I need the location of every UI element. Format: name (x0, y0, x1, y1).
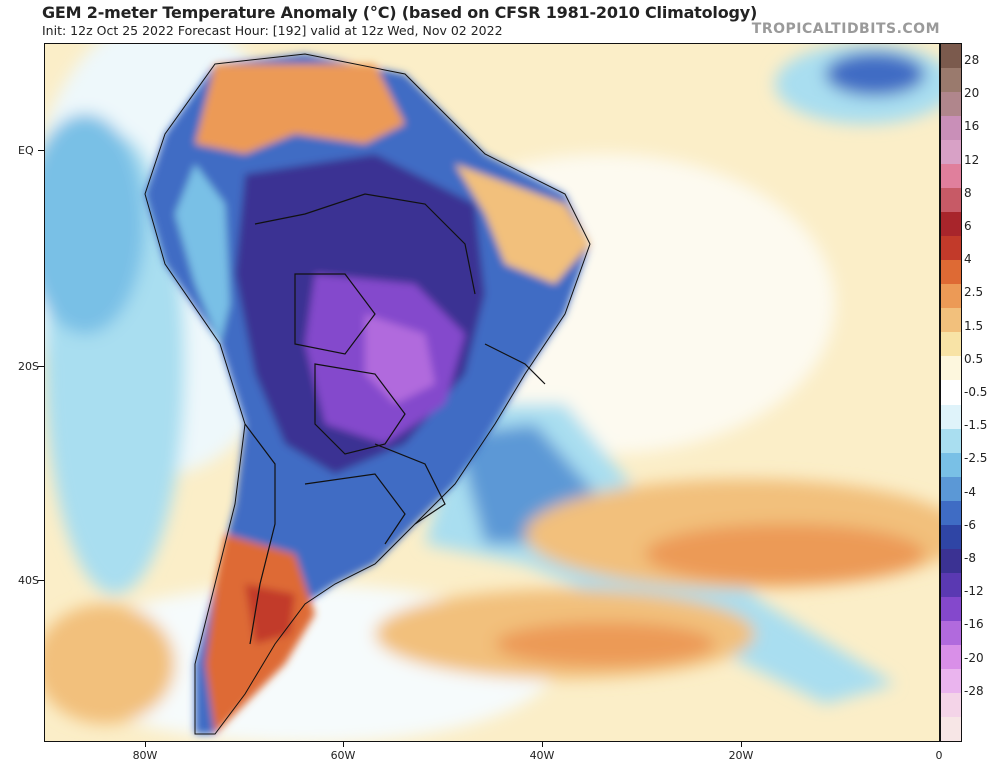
colorbar-label: -16 (964, 617, 984, 632)
colorbar-cell (941, 236, 961, 261)
colorbar-cell (941, 524, 961, 550)
colorbar-label: -20 (964, 650, 984, 665)
colorbar-cell (941, 44, 961, 69)
colorbar-label: -28 (964, 683, 984, 698)
colorbar-cell (941, 716, 961, 742)
lon-label-60w: 60W (330, 749, 356, 762)
map-subtitle: Init: 12z Oct 25 2022 Forecast Hour: [19… (42, 23, 503, 38)
colorbar-cell (941, 692, 961, 718)
colorbar-cell (941, 356, 961, 381)
colorbar-cell (941, 284, 961, 309)
colorbar (940, 43, 962, 742)
lat-label-20s: 20S (18, 360, 39, 373)
colorbar-label: 8 (964, 185, 972, 200)
colorbar-cell (941, 92, 961, 117)
lon-label-40w: 40W (529, 749, 555, 762)
colorbar-label: 20 (964, 86, 980, 101)
lat-tick (38, 366, 44, 367)
lat-label-eq: EQ (18, 144, 34, 157)
colorbar-label: 0.5 (964, 351, 984, 366)
colorbar-cell (941, 428, 961, 454)
colorbar-label: 6 (964, 219, 972, 233)
colorbar-label: -6 (964, 517, 976, 532)
colorbar-label: -8 (964, 551, 976, 565)
lon-label-0: 0 (935, 749, 943, 762)
lon-tick (343, 742, 344, 747)
map-canvas (45, 44, 939, 741)
colorbar-cell (941, 404, 961, 430)
colorbar-cell (941, 212, 961, 237)
colorbar-label: 4 (964, 252, 972, 267)
map-title: GEM 2-meter Temperature Anomaly (°C) (ba… (42, 3, 758, 22)
colorbar-label: 1.5 (964, 318, 984, 333)
lon-label-80w: 80W (132, 749, 158, 762)
colorbar-cell (941, 188, 961, 213)
colorbar-cell (941, 260, 961, 285)
colorbar-cell (941, 380, 961, 405)
colorbar-cell (941, 500, 961, 526)
lon-label-20w: 20W (728, 749, 754, 762)
colorbar-label: 2.5 (964, 285, 984, 300)
colorbar-cell (941, 452, 961, 478)
colorbar-label: 16 (964, 119, 980, 134)
colorbar-cell (941, 620, 961, 646)
colorbar-label: -2.5 (964, 451, 988, 466)
lon-tick (542, 742, 543, 747)
lon-tick (741, 742, 742, 747)
colorbar-cell (941, 116, 961, 141)
anomaly-map (44, 43, 940, 742)
colorbar-cell (941, 572, 961, 598)
site-watermark: TROPICALTIDBITS.COM (751, 21, 940, 37)
colorbar-label: 28 (964, 53, 980, 67)
colorbar-cell (941, 596, 961, 622)
colorbar-label: -4 (964, 484, 976, 499)
colorbar-cell (941, 668, 961, 694)
lat-tick (38, 150, 44, 151)
lon-tick (145, 742, 146, 747)
colorbar-cell (941, 476, 961, 502)
colorbar-label: -1.5 (964, 418, 988, 433)
coastline (144, 53, 591, 735)
colorbar-cell (941, 308, 961, 333)
lat-label-40s: 40S (18, 574, 39, 587)
colorbar-label: -12 (964, 584, 984, 599)
lat-tick (38, 580, 44, 581)
colorbar-cell (941, 644, 961, 670)
colorbar-cell (941, 68, 961, 93)
colorbar-cell (941, 140, 961, 165)
country-borders (244, 193, 546, 645)
colorbar-label: 12 (964, 152, 980, 167)
colorbar-cell (941, 332, 961, 357)
colorbar-cell (941, 164, 961, 189)
colorbar-cell (941, 548, 961, 574)
colorbar-label: -0.5 (964, 385, 988, 399)
